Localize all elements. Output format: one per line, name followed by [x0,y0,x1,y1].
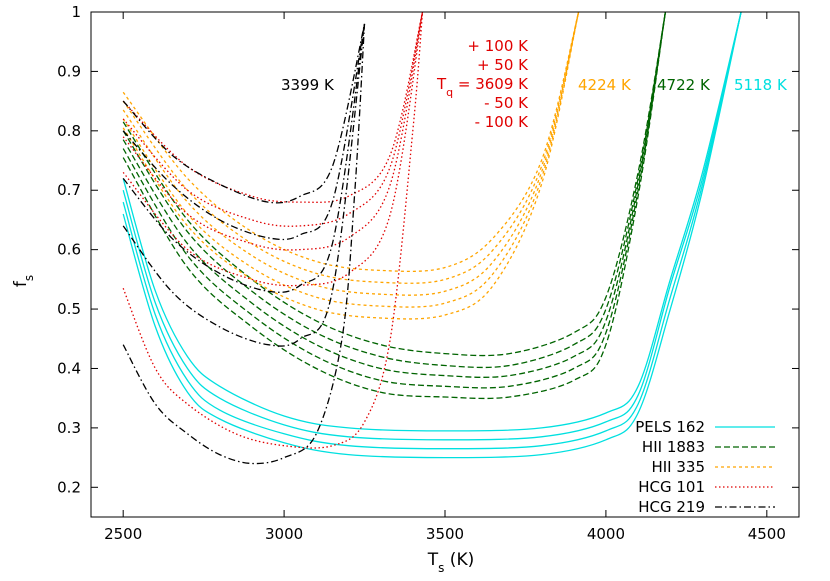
annotation-hcg101-minus100: - 100 K [475,113,530,131]
x-tick-label: 3000 [265,525,303,543]
y-tick-label: 0.5 [57,300,81,318]
series-hii-335-curve-3 [122,11,580,296]
series-hcg-101-curve-3 [122,11,424,251]
x-axis-label-sub: s [438,561,444,575]
annotation-hcg101-minus50: - 50 K [484,94,529,112]
series-hcg-219-curve-4 [122,23,366,347]
y-tick-label: 0.4 [57,359,81,377]
y-tick-label: 1 [71,3,81,21]
x-tick-label: 2500 [104,525,142,543]
x-tick-label: 3500 [426,525,464,543]
x-tick-label: 4500 [748,525,786,543]
series-hcg-219-curve-3 [122,23,366,293]
series-hcg-101-curve-4 [122,11,424,287]
curves-layer [122,11,742,465]
y-axis-label-sub: s [22,275,36,281]
series-pels-162-curve-2 [122,11,742,441]
legend-label-pels-162: PELS 162 [635,418,705,436]
series-hii-1883-curve-3 [122,11,667,378]
series-hii-1883-curve-4 [122,11,667,389]
ticks-layer: 2500 3000 3500 4000 4500 0.2 0.3 0.4 0.5 0.6 0.7 0.… [57,3,799,543]
x-tick-label: 4000 [587,525,625,543]
series-hii-1883-curve-5 [122,11,667,400]
legend: PELS 162 HII 1883 HII 335 HCG 101 HCG 219 [635,418,775,516]
x-axis-label-unit: (K) [444,550,474,570]
series-hii-335-curve-1 [122,11,580,273]
legend-label-hcg-219: HCG 219 [638,498,705,516]
series-hcg-219-curve-1 [122,23,366,204]
x-axis-label: Ts (K) [427,550,474,575]
legend-label-hii-335: HII 335 [651,458,705,476]
y-tick-label: 0.2 [57,478,81,496]
annotation-hcg219: 3399 K [281,76,335,94]
annotation-hcg101: + 100 K + 50 K Tq = 3609 K - 50 K - 100 … [436,37,529,131]
y-tick-label: 0.7 [57,181,81,199]
annotation-hcg101-tq: Tq = 3609 K [436,75,529,99]
annotation-hii335: 4224 K [578,76,632,94]
series-hii-335-curve-2 [122,11,580,284]
series-hcg-219-curve-5 [122,23,366,465]
y-tick-label: 0.3 [57,419,81,437]
series-hcg-219-curve-2 [122,23,366,241]
series-hii-1883-curve-1 [122,11,667,357]
y-axis-label: fs [11,275,36,287]
annotation-hii1883: 4722 K [657,76,711,94]
series-hii-1883-curve-2 [122,11,667,369]
series-pels-162-curve-1 [122,11,742,432]
series-hii-335-curve-4 [122,11,580,308]
legend-label-hii-1883: HII 1883 [642,438,705,456]
legend-label-hcg-101: HCG 101 [638,478,705,496]
y-tick-label: 0.8 [57,122,81,140]
series-hcg-101-curve-2 [122,11,424,227]
series-hcg-101-curve-5 [122,11,424,449]
series-pels-162-curve-3 [122,11,742,450]
series-hii-335-curve-5 [122,11,580,320]
annotation-pels162: 5118 K [734,76,788,94]
y-tick-label: 0.9 [57,62,81,80]
annotation-hcg101-plus50: + 50 K [477,56,529,74]
y-tick-label: 0.6 [57,241,81,259]
series-pels-162-curve-4 [122,11,742,459]
annotation-hcg101-plus100: + 100 K [467,37,529,55]
